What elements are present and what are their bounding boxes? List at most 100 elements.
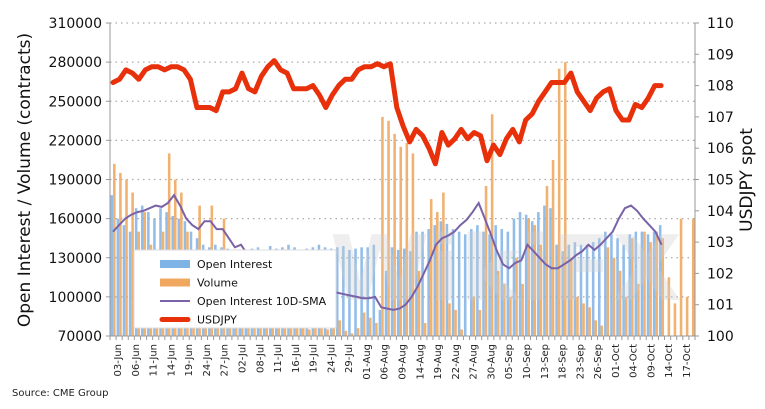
y2-tick-label: 105 xyxy=(707,173,734,189)
open-interest-bar xyxy=(567,244,571,336)
x-tick-label: 11-Jun xyxy=(149,344,160,377)
open-interest-bar xyxy=(482,231,485,336)
y-tick-label: 160000 xyxy=(49,212,102,228)
open-interest-bar xyxy=(506,231,510,336)
y-tick-label: 190000 xyxy=(49,173,102,189)
volume-bar xyxy=(521,283,524,336)
x-tick-label: 13-Sep xyxy=(540,344,551,379)
open-interest-bar xyxy=(384,270,388,336)
volume-bar xyxy=(131,192,134,336)
volume-bar xyxy=(460,329,463,336)
volume-bar xyxy=(594,320,598,336)
x-tick-label: 06-Aug xyxy=(380,344,391,380)
volume-bar xyxy=(113,163,116,336)
volume-bar xyxy=(582,303,585,336)
volume-bar xyxy=(612,257,616,336)
volume-bar xyxy=(679,218,683,336)
x-tick-label: 22-Aug xyxy=(451,344,462,380)
y2-tick-label: 103 xyxy=(707,235,734,251)
volume-bar xyxy=(344,330,348,336)
open-interest-bar xyxy=(116,218,120,336)
open-interest-bar xyxy=(122,225,126,336)
y2-tick-label: 104 xyxy=(707,204,734,220)
open-interest-bar xyxy=(646,234,650,336)
open-interest-bar xyxy=(591,242,595,336)
x-tick-label: 02-Jul xyxy=(237,344,248,373)
open-interest-bar xyxy=(604,231,607,336)
volume-bar xyxy=(320,322,323,336)
open-interest-bar xyxy=(439,221,443,336)
svg-text:WikiFX: WikiFX xyxy=(330,217,682,322)
open-interest-bar xyxy=(573,242,577,336)
gridlines xyxy=(110,22,695,298)
open-interest-bar xyxy=(445,223,449,336)
x-tick-label: 08-Jul xyxy=(255,344,266,373)
volume-bar xyxy=(119,172,122,336)
open-interest-bar xyxy=(342,246,345,336)
volume-bar xyxy=(381,116,384,337)
volume-bar xyxy=(527,218,530,336)
volume-bar xyxy=(631,238,634,336)
legend-swatch xyxy=(160,260,190,268)
open-interest-bar xyxy=(402,248,406,336)
open-interest-bar xyxy=(128,231,132,336)
y-tick-label: 130000 xyxy=(49,251,102,267)
source-note: Source: CME Group xyxy=(12,388,109,399)
legend-swatch xyxy=(160,278,190,287)
volume-bar xyxy=(472,296,476,336)
open-interest-bar xyxy=(396,249,400,336)
y2-tick-label: 106 xyxy=(707,141,734,157)
volume-bar xyxy=(448,303,451,336)
x-tick-label: 01-Oct xyxy=(611,344,622,378)
x-tick-label: 24-Jun xyxy=(202,344,213,377)
y2-tick-label: 109 xyxy=(707,47,734,63)
y2-tick-label: 102 xyxy=(707,266,734,282)
volume-bar xyxy=(405,142,409,336)
open-interest-bar xyxy=(610,234,613,336)
open-interest-bar xyxy=(409,251,412,336)
usdjpy-line xyxy=(110,58,664,167)
open-interest-bar xyxy=(476,225,479,336)
volume-bar xyxy=(576,296,579,336)
volume-bar xyxy=(356,328,360,336)
volume-bar xyxy=(393,133,396,336)
volume-bar xyxy=(503,283,506,336)
volume-bar xyxy=(429,199,433,336)
open-interest-bar xyxy=(378,309,382,336)
open-interest-bar xyxy=(622,244,625,336)
volume-bar xyxy=(557,68,561,336)
volume-bar xyxy=(411,153,415,336)
open-interest-bar xyxy=(658,225,662,336)
legend-label: Open Interest xyxy=(197,258,273,271)
x-tick-label: 27-Jun xyxy=(220,344,231,377)
volume-bar xyxy=(618,270,622,336)
y-axis-ticks: 70000 100000 130000 160000 190000 220000 25000… xyxy=(49,16,110,345)
y-tick-label: 220000 xyxy=(49,133,102,149)
x-tick-label: 30-Aug xyxy=(486,344,497,380)
open-interest-bar xyxy=(518,212,522,336)
x-axis-ticks: 03-Jun 06-Jun 11-Jun 14-Jun 19-Jun 24-Jun 27-J… xyxy=(113,344,693,380)
open-interest-bar xyxy=(366,247,369,336)
volume-bar xyxy=(691,218,695,336)
open-interest-bar xyxy=(524,214,528,336)
volume-bar xyxy=(332,325,335,336)
volume-bar xyxy=(338,320,342,336)
x-tick-label: 14-Aug xyxy=(415,344,426,380)
y2-tick-label: 101 xyxy=(707,298,734,314)
x-tick-label: 19-Jun xyxy=(184,344,195,377)
open-interest-bar xyxy=(537,212,540,336)
volume-bar xyxy=(606,247,610,336)
volume-bar xyxy=(375,322,378,336)
y2-tick-label: 100 xyxy=(707,329,734,345)
volume-bar xyxy=(368,317,372,336)
open-interest-bar xyxy=(500,229,504,336)
watermark-logo: WikiFX xyxy=(330,217,682,322)
y-tick-label: 310000 xyxy=(49,16,102,32)
volume-bar xyxy=(478,309,482,336)
volume-bar xyxy=(551,159,555,336)
open-interest-bar xyxy=(433,225,437,336)
open-interest-bar xyxy=(555,244,558,336)
volume-bar xyxy=(362,312,366,336)
volume-bar xyxy=(241,322,244,336)
volume-bar xyxy=(490,114,494,337)
